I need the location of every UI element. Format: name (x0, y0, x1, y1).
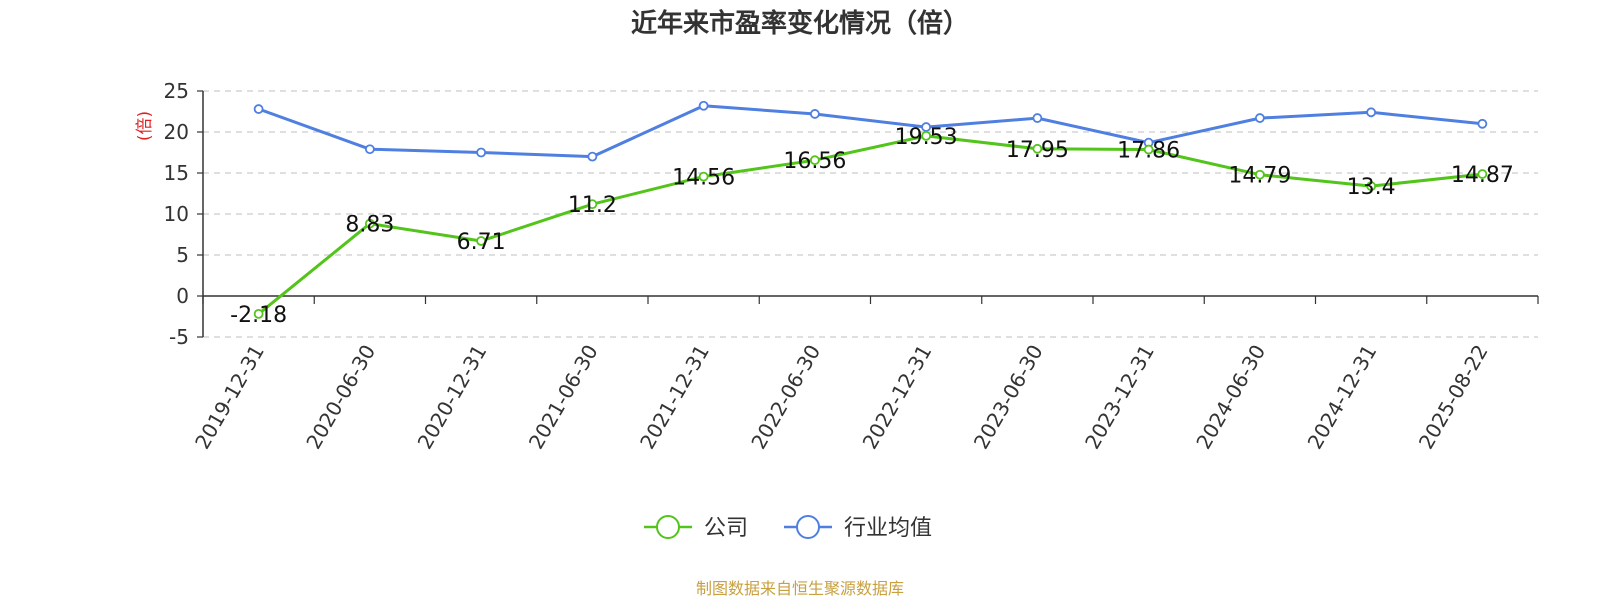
series-0-point[interactable] (253, 308, 264, 319)
x-tick-label: 2025-08-22 (1414, 341, 1493, 454)
data-label: 13.4 (1347, 175, 1396, 200)
x-tick-label: 2021-12-31 (635, 341, 714, 454)
series-1-point[interactable] (1254, 113, 1265, 123)
series-1-point[interactable] (1477, 118, 1488, 129)
x-tick-label: 2019-12-31 (190, 341, 269, 454)
x-tick-label: 2023-12-31 (1080, 341, 1159, 454)
legend-label: 行业均值 (844, 516, 932, 541)
data-label: 14.79 (1228, 164, 1291, 189)
data-source-note: 制图数据来自恒生聚源数据库 (696, 579, 904, 598)
series-0-point[interactable] (1143, 144, 1154, 155)
y-tick-label: 25 (164, 79, 189, 103)
series-0-point[interactable] (921, 130, 932, 141)
series-1-point[interactable] (253, 104, 264, 114)
y-axis-label: (倍) (135, 111, 155, 141)
legend-label: 公司 (704, 516, 748, 541)
series-1-point[interactable] (587, 151, 598, 162)
legend-item-0[interactable]: 公司 (644, 515, 748, 541)
data-label: 14.87 (1451, 163, 1514, 188)
data-labels: -2.18 8.83 6.71 11.2 14.56 16.56 19.53 17.95 17.… (230, 125, 1514, 328)
y-tick-label: -5 (169, 325, 189, 349)
y-tick-label: 10 (164, 202, 189, 226)
data-label: 8.83 (345, 213, 394, 238)
x-tick-label: 2024-06-30 (1191, 341, 1270, 454)
x-tick-label: 2021-06-30 (524, 341, 603, 454)
series-0-point[interactable] (1366, 181, 1377, 192)
chart-title: 近年来市盈率变化情况（倍） (631, 8, 969, 39)
series (253, 100, 1488, 319)
x-tick-label: 2023-06-30 (969, 341, 1048, 454)
legend[interactable]: 公司 行业均值 (644, 515, 932, 541)
x-tick-label: 2022-06-30 (746, 341, 825, 454)
y-tick-label: 15 (164, 161, 189, 185)
data-label: 11.2 (568, 193, 617, 218)
y-tick-label: 20 (164, 120, 189, 144)
series-0-point[interactable] (698, 171, 709, 182)
legend-marker-icon (796, 515, 820, 539)
legend-marker-icon (656, 515, 680, 539)
data-label: 14.56 (672, 166, 735, 191)
data-label: 17.86 (1117, 139, 1180, 164)
series-0-point[interactable] (587, 199, 598, 210)
data-label: -2.18 (230, 303, 287, 328)
series-0-point[interactable] (1477, 169, 1488, 179)
data-label: 16.56 (783, 149, 846, 174)
x-tick-label: 2020-06-30 (301, 341, 380, 454)
data-label: 6.71 (457, 230, 506, 255)
x-tick-label: 2024-12-31 (1303, 341, 1382, 454)
series-0-point[interactable] (1032, 143, 1043, 154)
series-1-point[interactable] (698, 100, 709, 111)
series-0-point[interactable] (809, 155, 820, 166)
series-line-0 (257, 134, 1483, 316)
series-1-point[interactable] (809, 109, 820, 119)
x-tick-label: 2022-12-31 (858, 341, 937, 454)
series-0-point[interactable] (1254, 169, 1265, 180)
series-1-point[interactable] (476, 147, 487, 158)
legend-item-1[interactable]: 行业均值 (784, 515, 932, 541)
series-0-point[interactable] (476, 236, 487, 246)
data-label: 17.95 (1006, 138, 1069, 163)
y-tick-label: 5 (176, 243, 189, 267)
x-tick-label: 2020-12-31 (413, 341, 492, 454)
y-tick-label: 0 (176, 284, 189, 308)
data-label: 19.53 (895, 125, 958, 150)
series-0-point[interactable] (364, 218, 375, 229)
series-1-point[interactable] (364, 144, 375, 155)
grid-lines (203, 90, 1538, 338)
series-1-point[interactable] (1032, 113, 1043, 123)
series-1-point[interactable] (1366, 107, 1377, 118)
series-line-1 (258, 104, 1483, 159)
